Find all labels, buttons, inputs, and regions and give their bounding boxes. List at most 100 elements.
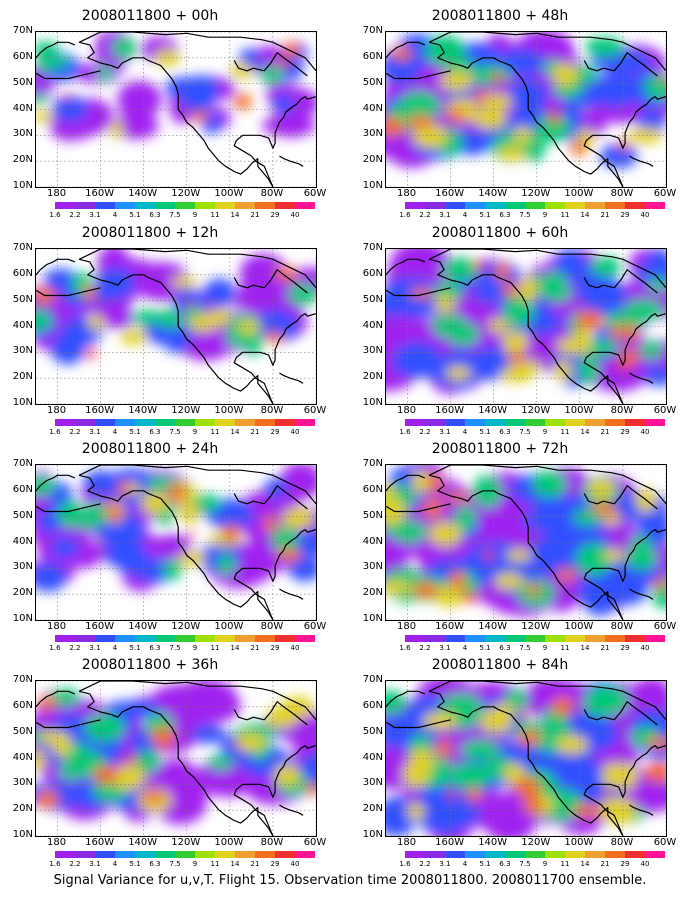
lat-tick-label: 30N: [12, 777, 33, 789]
lon-tick-label: 100W: [564, 405, 594, 416]
colorbar: [35, 851, 315, 858]
colorbar-value-label: 40: [640, 428, 650, 436]
colorbar-value-label: 29: [620, 428, 630, 436]
variance-map: [386, 465, 666, 620]
colorbar-swatch: [95, 419, 115, 426]
colorbar-swatch: [215, 419, 235, 426]
lat-tick-label: 70N: [12, 25, 33, 36]
colorbar: [385, 202, 665, 209]
colorbar-value-label: 40: [290, 211, 300, 219]
colorbar-swatch: [445, 851, 465, 858]
lon-tick-label: 180: [396, 621, 417, 632]
lat-tick-label: 70N: [12, 674, 33, 685]
lat-tick-label: 50N: [12, 76, 33, 88]
colorbar-swatch: [565, 851, 585, 858]
map-frame: [35, 248, 317, 405]
colorbar-value-label: 21: [600, 644, 610, 652]
lon-tick-label: 60W: [303, 621, 327, 632]
colorbar-swatch: [485, 419, 505, 426]
colorbar-value-label: 9: [542, 428, 548, 436]
colorbar-value-label: 29: [270, 428, 280, 436]
colorbar-value-label: 7.5: [169, 860, 181, 868]
colorbar-value-label: 4: [462, 428, 468, 436]
colorbar-swatch: [525, 635, 545, 642]
colorbar-swatch: [425, 202, 445, 209]
colorbar-swatch: [585, 635, 605, 642]
colorbar-swatch: [565, 202, 585, 209]
panel-title: 2008011800 + 24h: [81, 441, 219, 457]
colorbar-swatch: [255, 635, 275, 642]
lon-tick-label: 160W: [435, 621, 465, 632]
lat-tick-label: 10N: [12, 613, 33, 624]
colorbar-value-label: 5.1: [129, 860, 141, 868]
colorbar-swatch: [545, 202, 565, 209]
lon-tick-label: 140W: [478, 837, 508, 848]
colorbar-swatch: [115, 851, 135, 858]
colorbar-swatch: [295, 851, 315, 858]
colorbar-value-label: 6.3: [149, 860, 161, 868]
variance-field: [36, 32, 316, 141]
lon-tick-label: 80W: [610, 405, 634, 416]
lon-tick-label: 180: [396, 837, 417, 848]
colorbar-swatch: [195, 202, 215, 209]
lat-tick-label: 70N: [362, 25, 383, 36]
colorbar-swatch: [35, 419, 55, 426]
lat-tick-label: 70N: [362, 242, 383, 253]
colorbar-value-label: 11: [210, 211, 220, 219]
colorbar-swatch: [215, 202, 235, 209]
lon-tick-label: 160W: [85, 188, 115, 199]
colorbar-value-label: 9: [192, 211, 198, 219]
map-frame: [385, 680, 667, 837]
colorbar-value-label: 6.3: [149, 644, 161, 652]
lat-tick-label: 10N: [12, 829, 33, 840]
lat-tick-label: 40N: [362, 535, 383, 547]
map-frame: [385, 248, 667, 405]
colorbar-value-label: 2.2: [419, 428, 431, 436]
colorbar-value-label: 5.1: [129, 644, 141, 652]
coastlines: [36, 32, 316, 187]
colorbar-swatch: [215, 851, 235, 858]
colorbar-value-label: 9: [542, 860, 548, 868]
graticule: [36, 32, 316, 187]
colorbar-swatch: [35, 851, 55, 858]
colorbar-value-label: 29: [270, 644, 280, 652]
colorbar-swatch: [585, 851, 605, 858]
colorbar-value-label: 6.3: [499, 428, 511, 436]
graticule: [386, 465, 666, 620]
lon-tick-label: 180: [396, 188, 417, 199]
lat-tick-label: 10N: [362, 397, 383, 408]
lon-tick-label: 160W: [85, 405, 115, 416]
lat-tick-label: 50N: [12, 293, 33, 305]
lat-tick-label: 60N: [362, 699, 383, 711]
lon-tick-label: 120W: [521, 837, 551, 848]
colorbar-value-label: 29: [270, 860, 280, 868]
colorbar-value-label: 9: [192, 860, 198, 868]
colorbar-swatch: [275, 419, 295, 426]
colorbar-swatch: [135, 202, 155, 209]
panel-title: 2008011800 + 00h: [81, 8, 219, 24]
colorbar-swatch: [505, 419, 525, 426]
colorbar-value-label: 11: [210, 644, 220, 652]
lon-tick-label: 120W: [171, 621, 201, 632]
colorbar-value-label: 7.5: [519, 644, 531, 652]
colorbar-value-label: 7.5: [519, 428, 531, 436]
variance-map: [36, 249, 316, 404]
colorbar-swatch: [505, 851, 525, 858]
colorbar-value-label: 5.1: [129, 211, 141, 219]
colorbar-value-label: 40: [640, 860, 650, 868]
colorbar-value-label: 1.6: [49, 860, 61, 868]
lon-tick-label: 120W: [171, 837, 201, 848]
colorbar-value-label: 3.1: [89, 428, 101, 436]
colorbar-value-label: 6.3: [149, 211, 161, 219]
colorbar-swatch: [645, 419, 665, 426]
map-panel: 2008011800 + 00h 70N 60N 50N 40N 30N 20N 10N 180…: [0, 8, 327, 223]
lon-tick-label: 160W: [85, 837, 115, 848]
colorbar: [385, 419, 665, 426]
lon-tick-label: 60W: [303, 837, 327, 848]
lat-tick-label: 10N: [362, 829, 383, 840]
colorbar-value-label: 9: [192, 644, 198, 652]
lat-tick-label: 30N: [362, 561, 383, 573]
colorbar-swatch: [485, 635, 505, 642]
colorbar-swatch: [605, 851, 625, 858]
lon-tick-label: 180: [46, 621, 67, 632]
